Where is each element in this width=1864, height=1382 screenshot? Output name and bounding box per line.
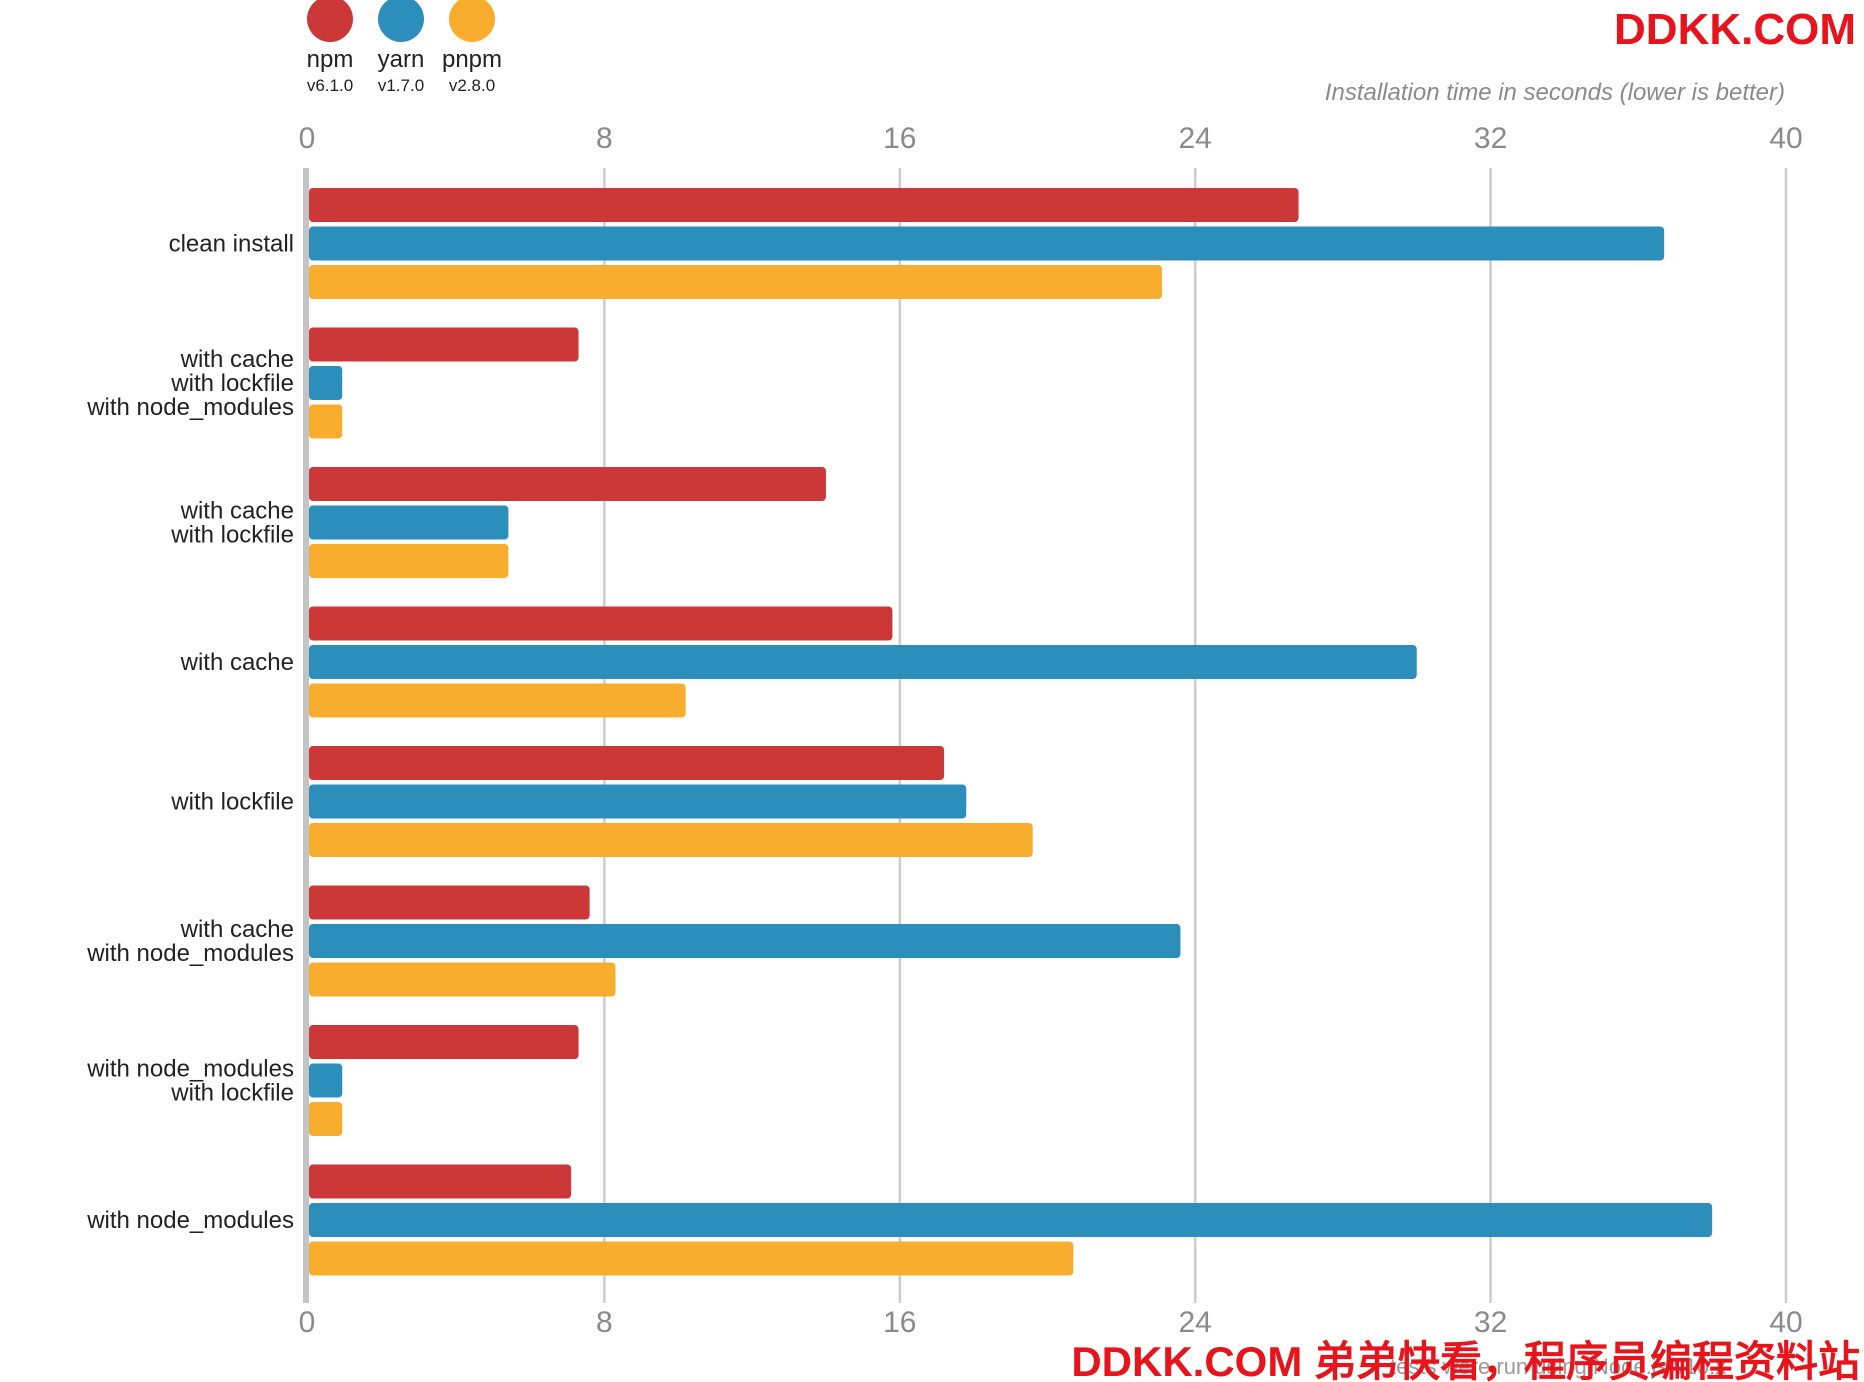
bar-npm bbox=[309, 606, 893, 641]
x-tick-label: 8 bbox=[596, 122, 613, 155]
legend-label-pnpm: pnpm bbox=[442, 46, 502, 73]
x-tick-label: 40 bbox=[1769, 122, 1802, 155]
bar-pnpm bbox=[309, 683, 686, 718]
x-tick-label: 16 bbox=[883, 1306, 916, 1339]
bottom-axis-ticks: 0 8 16 24 32 40 bbox=[299, 1306, 1803, 1339]
legend-version-yarn: v1.7.0 bbox=[378, 76, 424, 95]
legend-label-yarn: yarn bbox=[378, 46, 425, 73]
bar-npm bbox=[309, 885, 590, 920]
x-tick-label: 24 bbox=[1179, 122, 1212, 155]
category-label: with cache bbox=[180, 649, 294, 676]
bar-yarn bbox=[309, 366, 343, 400]
bar-pnpm bbox=[309, 404, 343, 439]
bar-pnpm bbox=[309, 265, 1162, 299]
legend-version-npm: v6.1.0 bbox=[307, 76, 353, 95]
legend-version-pnpm: v2.8.0 bbox=[449, 76, 495, 95]
x-tick-label: 40 bbox=[1769, 1306, 1802, 1339]
watermark-bottom: DDKK.COM 弟弟快看，程序员编程资料站 bbox=[1071, 1338, 1860, 1382]
bar-pnpm bbox=[309, 1241, 1074, 1276]
bar-yarn bbox=[309, 1063, 343, 1098]
category-label: with cache with lockfile with node_modules bbox=[86, 346, 294, 421]
bar-pnpm bbox=[309, 962, 616, 997]
x-tick-label: 32 bbox=[1474, 1306, 1507, 1339]
bar-npm bbox=[309, 188, 1299, 222]
bar-yarn bbox=[309, 1203, 1713, 1237]
x-tick-label: 0 bbox=[299, 1306, 316, 1339]
bar-npm bbox=[309, 1025, 579, 1059]
bar-pnpm bbox=[309, 1102, 343, 1136]
x-tick-label: 16 bbox=[883, 122, 916, 155]
category-label: clean install bbox=[169, 231, 294, 258]
top-axis-ticks: 0 8 16 24 32 40 bbox=[299, 122, 1803, 155]
legend: npm v6.1.0 yarn v1.7.0 pnpm v2.8.0 bbox=[307, 0, 502, 95]
bar-npm bbox=[309, 327, 579, 362]
bar-yarn bbox=[309, 505, 509, 540]
x-axis-title: Installation time in seconds (lower is b… bbox=[1325, 79, 1785, 106]
category-label: with cache with node_modules bbox=[86, 916, 294, 967]
bar-yarn bbox=[309, 645, 1417, 679]
category-label: with lockfile bbox=[170, 789, 294, 816]
bar-pnpm bbox=[309, 544, 509, 578]
bar-npm bbox=[309, 467, 826, 501]
x-tick-label: 32 bbox=[1474, 122, 1507, 155]
bar-yarn bbox=[309, 784, 967, 819]
legend-label-npm: npm bbox=[307, 46, 354, 73]
bar-npm bbox=[309, 746, 945, 780]
bar-yarn bbox=[309, 924, 1181, 958]
footnote: tests were run using Node.js v10.x bbox=[1390, 1354, 1726, 1379]
bar-npm bbox=[309, 1164, 572, 1199]
bar-pnpm bbox=[309, 823, 1033, 857]
x-tick-label: 8 bbox=[596, 1306, 613, 1339]
x-tick-label: 24 bbox=[1179, 1306, 1212, 1339]
category-label: with node_modules with lockfile bbox=[86, 1056, 294, 1107]
legend-swatch-pnpm bbox=[449, 0, 495, 42]
x-tick-label: 0 bbox=[299, 122, 316, 155]
bars bbox=[309, 188, 1713, 1276]
grid-lines bbox=[603, 168, 1788, 1303]
legend-swatch-yarn bbox=[378, 0, 424, 42]
category-label: with cache with lockfile bbox=[170, 498, 294, 549]
watermark-top: DDKK.COM bbox=[1614, 5, 1856, 54]
category-label: with node_modules bbox=[86, 1207, 294, 1234]
legend-swatch-npm bbox=[307, 0, 353, 42]
bar-yarn bbox=[309, 226, 1665, 261]
